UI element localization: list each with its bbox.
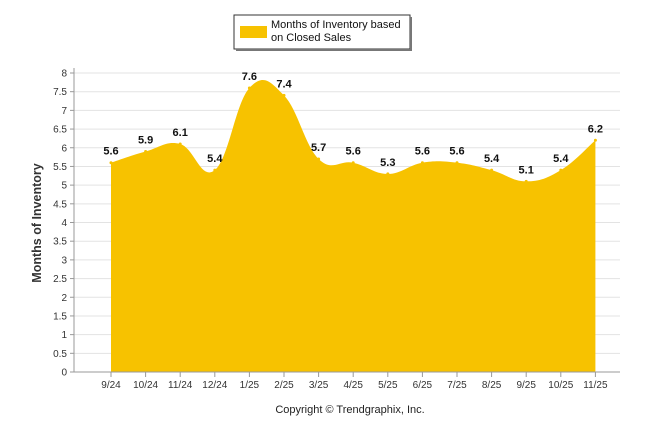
y-tick-label: 2.5 <box>53 274 67 285</box>
y-tick-labels: 0 0.5 1 1.5 2 2.5 3 3.5 4 4.5 5 5.5 6 6.5 7 7.5 8 <box>53 69 67 379</box>
data-label: 6.1 <box>173 127 188 139</box>
series-area-group <box>109 79 597 372</box>
data-label: 5.6 <box>449 146 464 158</box>
x-tick-label: 10/24 <box>133 380 158 391</box>
y-tick-label: 2 <box>61 293 67 304</box>
y-tick-label: 3.5 <box>53 237 67 248</box>
x-tick-label: 4/25 <box>343 380 363 391</box>
legend-label-line1: Months of Inventory based <box>271 19 401 31</box>
data-label: 5.4 <box>207 153 223 165</box>
y-tick-label: 4 <box>61 218 67 229</box>
data-label: 5.6 <box>415 146 430 158</box>
data-point <box>213 168 217 172</box>
x-tick-label: 9/24 <box>101 380 121 391</box>
x-tick-label: 8/25 <box>482 380 502 391</box>
x-tick-label: 3/25 <box>309 380 329 391</box>
data-point <box>593 138 597 142</box>
data-point <box>144 149 148 153</box>
data-label: 7.6 <box>242 71 257 83</box>
data-label: 5.1 <box>519 164 534 176</box>
data-point <box>524 179 528 183</box>
legend-swatch <box>240 26 267 38</box>
data-point <box>351 161 355 165</box>
legend: Months of Inventory based on Closed Sale… <box>233 14 412 51</box>
data-point <box>559 168 563 172</box>
data-label: 5.3 <box>380 157 395 169</box>
y-tick-label: 0 <box>61 368 67 379</box>
x-tick-label: 12/24 <box>202 380 227 391</box>
data-label: 5.7 <box>311 142 326 154</box>
data-point <box>386 172 390 176</box>
y-axis-title: Months of Inventory <box>30 163 44 282</box>
y-tick-label: 7.5 <box>53 87 67 98</box>
data-point <box>317 157 321 161</box>
data-point <box>109 161 113 165</box>
x-tick-label: 7/25 <box>447 380 467 391</box>
data-label: 5.6 <box>346 146 361 158</box>
data-label: 5.4 <box>484 153 500 165</box>
data-point <box>282 93 286 97</box>
x-tick-label: 11/25 <box>583 380 608 391</box>
x-tick-label: 6/25 <box>413 380 433 391</box>
y-tick-label: 6.5 <box>53 125 67 136</box>
x-tick-label: 9/25 <box>516 380 536 391</box>
series-area <box>111 79 596 372</box>
y-tick-label: 1.5 <box>53 311 67 322</box>
data-label: 5.4 <box>553 153 569 165</box>
data-label: 5.9 <box>138 134 153 146</box>
copyright-footer: Copyright © Trendgraphix, Inc. <box>275 404 424 416</box>
y-tick-label: 4.5 <box>53 199 67 210</box>
data-point <box>455 161 459 165</box>
data-label: 7.4 <box>276 78 292 90</box>
y-tick-label: 6 <box>61 143 67 154</box>
data-point <box>420 161 424 165</box>
y-tick-label: 5.5 <box>53 162 67 173</box>
data-label: 5.6 <box>103 146 118 158</box>
data-point <box>247 86 251 90</box>
y-tick-label: 8 <box>61 69 67 80</box>
y-tick-label: 0.5 <box>53 349 67 360</box>
axes <box>70 68 620 377</box>
y-tick-label: 7 <box>61 106 67 117</box>
x-tick-label: 2/25 <box>274 380 294 391</box>
x-tick-label: 1/25 <box>240 380 260 391</box>
x-tick-label: 5/25 <box>378 380 398 391</box>
y-tick-label: 1 <box>61 330 67 341</box>
data-label: 6.2 <box>588 123 603 135</box>
data-point <box>490 168 494 172</box>
y-tick-label: 3 <box>61 255 67 266</box>
data-point <box>178 142 182 146</box>
y-tick-label: 5 <box>61 181 67 192</box>
x-tick-label: 10/25 <box>548 380 573 391</box>
legend-label-line2: on Closed Sales <box>271 32 352 44</box>
data-labels: 5.6 5.9 6.1 5.4 7.6 7.4 5.7 5.6 5.3 5.6 5.6 5.4 5.1 5… <box>103 71 603 176</box>
x-tick-labels: 9/24 10/24 11/24 12/24 1/25 2/25 3/25 4/25 5/25 6… <box>101 380 608 391</box>
x-tick-label: 11/24 <box>168 380 193 391</box>
